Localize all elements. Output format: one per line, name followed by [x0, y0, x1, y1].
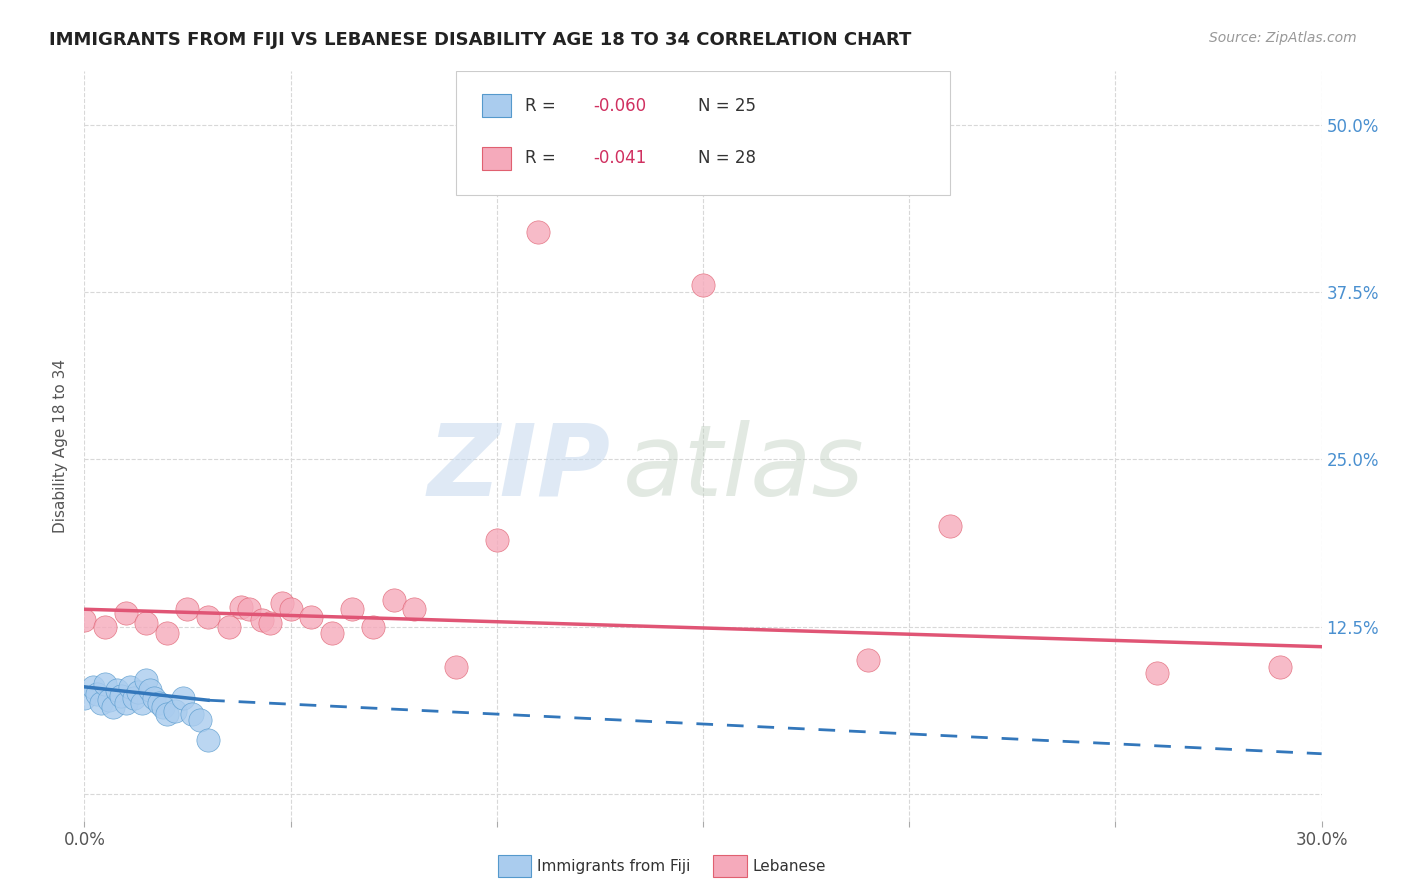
- Point: [229, 599, 252, 614]
- FancyBboxPatch shape: [456, 71, 950, 195]
- Point: [342, 602, 364, 616]
- Point: [280, 602, 302, 616]
- Point: [197, 610, 219, 624]
- Point: [139, 682, 162, 697]
- Point: [156, 706, 179, 721]
- Point: [188, 714, 211, 728]
- Text: N = 28: N = 28: [697, 149, 756, 167]
- Point: [122, 690, 145, 705]
- Point: [180, 706, 202, 721]
- Point: [299, 610, 322, 624]
- Point: [527, 225, 550, 239]
- Text: atlas: atlas: [623, 420, 865, 517]
- FancyBboxPatch shape: [481, 146, 512, 169]
- Text: -0.060: -0.060: [593, 96, 645, 114]
- Point: [105, 682, 128, 697]
- Point: [94, 677, 117, 691]
- Point: [692, 278, 714, 293]
- Text: -0.041: -0.041: [593, 149, 647, 167]
- Point: [156, 626, 179, 640]
- Point: [135, 615, 157, 630]
- Point: [485, 533, 508, 547]
- Text: ZIP: ZIP: [427, 420, 610, 517]
- Point: [103, 699, 125, 714]
- Point: [98, 693, 121, 707]
- Text: Lebanese: Lebanese: [752, 859, 825, 873]
- Y-axis label: Disability Age 18 to 34: Disability Age 18 to 34: [53, 359, 69, 533]
- Point: [259, 615, 281, 630]
- Point: [94, 620, 117, 634]
- Point: [131, 696, 153, 710]
- Point: [73, 690, 96, 705]
- Point: [382, 593, 405, 607]
- Point: [250, 613, 273, 627]
- Point: [152, 699, 174, 714]
- Point: [238, 602, 260, 616]
- Text: IMMIGRANTS FROM FIJI VS LEBANESE DISABILITY AGE 18 TO 34 CORRELATION CHART: IMMIGRANTS FROM FIJI VS LEBANESE DISABIL…: [49, 31, 911, 49]
- Point: [165, 704, 187, 718]
- Point: [218, 620, 240, 634]
- Point: [110, 690, 132, 704]
- Point: [197, 733, 219, 747]
- Text: N = 25: N = 25: [697, 96, 756, 114]
- Point: [73, 613, 96, 627]
- Point: [90, 696, 112, 710]
- FancyBboxPatch shape: [481, 95, 512, 117]
- Point: [135, 673, 157, 688]
- Point: [856, 653, 879, 667]
- Point: [127, 685, 149, 699]
- Point: [114, 696, 136, 710]
- Point: [1270, 660, 1292, 674]
- Point: [118, 680, 141, 694]
- Point: [444, 660, 467, 674]
- Point: [321, 626, 343, 640]
- Point: [143, 690, 166, 705]
- Text: R =: R =: [524, 149, 561, 167]
- Point: [404, 602, 426, 616]
- Point: [939, 519, 962, 533]
- Point: [361, 620, 384, 634]
- Point: [271, 596, 294, 610]
- Point: [114, 607, 136, 621]
- Point: [172, 690, 194, 705]
- Text: Immigrants from Fiji: Immigrants from Fiji: [537, 859, 690, 873]
- Point: [148, 696, 170, 710]
- Point: [176, 602, 198, 616]
- Point: [1146, 666, 1168, 681]
- Text: Source: ZipAtlas.com: Source: ZipAtlas.com: [1209, 31, 1357, 45]
- Text: R =: R =: [524, 96, 561, 114]
- Point: [86, 687, 108, 701]
- Point: [82, 680, 104, 694]
